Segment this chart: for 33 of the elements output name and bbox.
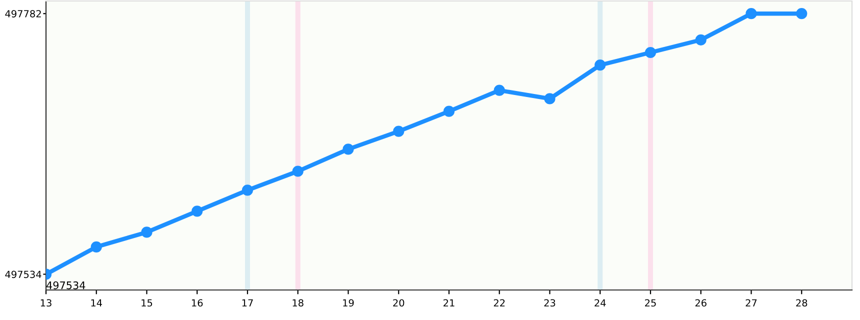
x-tick-label: 15	[142, 299, 152, 307]
point	[342, 144, 354, 155]
point	[242, 184, 254, 196]
x-tick-label: 19	[343, 299, 354, 307]
x-tick-label: 21	[444, 299, 454, 306]
x-tick-label: 18	[292, 299, 304, 307]
point	[594, 60, 606, 71]
annotation: 497534	[46, 281, 86, 290]
x-tick-label: 24	[594, 299, 606, 306]
point	[695, 34, 706, 46]
point	[644, 46, 656, 58]
point	[192, 206, 203, 217]
x-tick-label: 16	[192, 299, 203, 307]
point	[494, 84, 505, 96]
x-tick-label: 22	[494, 299, 505, 306]
x-tick-label: 28	[796, 299, 808, 307]
point	[796, 8, 808, 20]
y-tick-label: 497782	[5, 10, 41, 18]
x-tick-label: 17	[242, 299, 253, 306]
x-tick-label: 27	[746, 299, 757, 306]
x-tick-label: 25	[645, 299, 656, 307]
point	[90, 241, 102, 252]
point	[746, 8, 757, 20]
x-tick-label: 23	[544, 299, 556, 307]
point	[393, 126, 404, 137]
x-tick-label: 14	[91, 299, 102, 306]
point	[544, 93, 556, 104]
x-tick-label: 26	[695, 299, 706, 307]
point	[443, 106, 455, 117]
x-tick-label: 20	[393, 299, 404, 307]
point	[292, 166, 304, 177]
x-tick-label: 13	[40, 299, 52, 307]
point	[141, 226, 152, 238]
